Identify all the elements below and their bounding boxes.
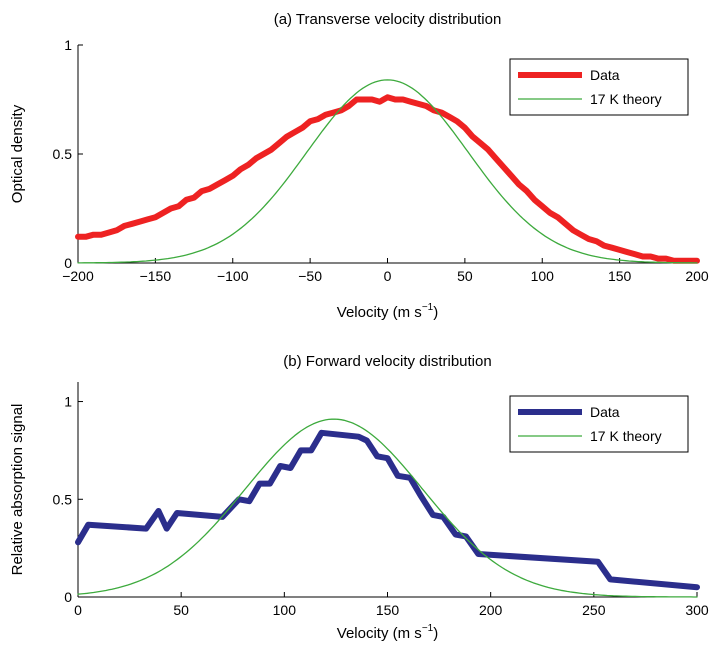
x-axis-title-sup: −1 (422, 302, 434, 313)
y-axis-title: Optical density (9, 104, 26, 203)
x-axis-title-close: ) (433, 304, 438, 321)
x-tick-label: −150 (140, 268, 172, 284)
x-tick-label: −50 (298, 268, 322, 284)
theory-series-line (77, 418, 698, 598)
x-axis-title-sup: −1 (422, 623, 434, 634)
legend-label: Data (590, 67, 620, 83)
x-tick-label: 50 (173, 602, 189, 618)
x-tick-label: 0 (384, 268, 392, 284)
theory-series-line (77, 79, 698, 264)
x-axis-title: Velocity (m s−1) (337, 302, 438, 321)
x-tick-label: 300 (685, 602, 709, 618)
x-tick-label: 100 (531, 268, 555, 284)
x-tick-label: 0 (74, 602, 82, 618)
x-tick-label: 200 (479, 602, 503, 618)
x-axis-title-main: Velocity (m s (337, 625, 422, 642)
chart-b: (b) Forward velocity distribution 0 50 100 1… (9, 353, 709, 642)
x-tick-label: −200 (62, 268, 94, 284)
legend-label: Data (590, 404, 620, 420)
x-tick-label: 150 (608, 268, 632, 284)
x-tick-label: 200 (685, 268, 709, 284)
x-tick-label: 150 (376, 602, 400, 618)
x-axis-title-main: Velocity (m s (337, 304, 422, 321)
y-tick-label: 1 (64, 394, 72, 410)
y-axis-title: Relative absorption signal (9, 404, 26, 576)
y-tick-label: 0 (64, 255, 72, 271)
chart-title: (a) Transverse velocity distribution (274, 11, 502, 28)
x-tick-label: 50 (457, 268, 473, 284)
chart-title: (b) Forward velocity distribution (283, 353, 491, 370)
x-tick-label: −100 (217, 268, 249, 284)
legend-label: 17 K theory (590, 91, 662, 107)
chart-a: (a) Transverse velocity distribution −200… (9, 11, 709, 321)
data-series-line (75, 94, 700, 264)
legend-box (509, 58, 689, 116)
x-axis-title-close: ) (433, 625, 438, 642)
data-series-line (75, 429, 700, 591)
y-tick-label: 0 (64, 589, 72, 605)
legend-label: 17 K theory (590, 428, 662, 444)
x-tick-label: 250 (582, 602, 606, 618)
y-tick-label: 1 (64, 37, 72, 53)
x-axis-title: Velocity (m s−1) (337, 623, 438, 642)
legend-box (509, 395, 689, 453)
y-tick-label: 0.5 (53, 491, 73, 507)
x-tick-label: 100 (273, 602, 297, 618)
y-tick-label: 0.5 (53, 146, 73, 162)
